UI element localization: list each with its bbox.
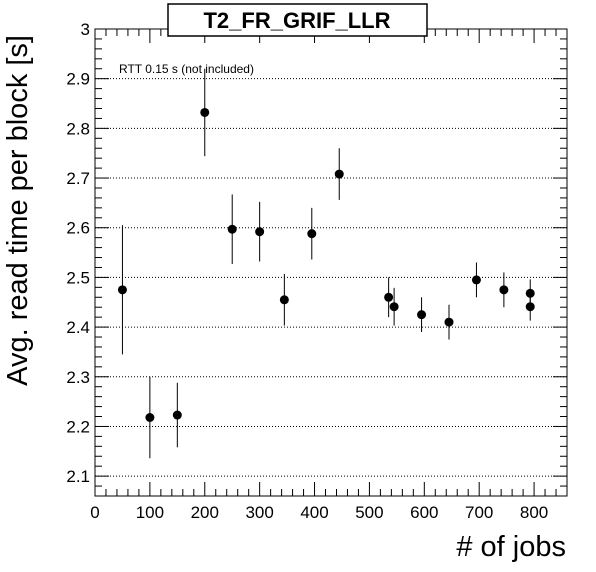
- y-tick-label: 2.1: [66, 467, 90, 486]
- data-point: [145, 413, 155, 423]
- data-point: [384, 292, 394, 302]
- data-point: [389, 302, 399, 312]
- y-tick-label: 2.7: [66, 169, 90, 188]
- y-tick-label: 2.9: [66, 70, 90, 89]
- x-tick-label: 500: [355, 503, 383, 522]
- y-tick-label: 3: [81, 20, 90, 39]
- data-point: [525, 302, 535, 312]
- data-point: [200, 107, 210, 117]
- data-point: [499, 285, 509, 295]
- y-tick-label: 2.8: [66, 119, 90, 138]
- data-point: [227, 224, 237, 234]
- y-tick-label: 2.2: [66, 417, 90, 436]
- gridlines: [95, 28, 567, 477]
- x-axis-title: # of jobs: [456, 531, 566, 563]
- data-point: [172, 410, 182, 420]
- data-point: [471, 275, 481, 285]
- data-point: [279, 295, 289, 305]
- y-tick-label: 2.6: [66, 219, 90, 238]
- x-tick-label: 0: [90, 503, 99, 522]
- x-tick-label: 400: [300, 503, 328, 522]
- data-point: [307, 229, 317, 239]
- data-point: [444, 317, 454, 327]
- y-axis-title: Avg. read time per block [s]: [2, 35, 34, 386]
- x-tick-label: 100: [136, 503, 164, 522]
- data-point: [417, 310, 427, 320]
- y-tick-label: 2.5: [66, 268, 90, 287]
- x-tick-label: 600: [410, 503, 438, 522]
- data-point: [117, 285, 127, 295]
- y-tick-label: 2.3: [66, 368, 90, 387]
- chart-title: T2_FR_GRIF_LLR: [203, 8, 390, 33]
- x-tick-label: 800: [520, 503, 548, 522]
- x-tick-label: 700: [465, 503, 493, 522]
- data-point: [255, 227, 265, 237]
- y-tick-label: 2.4: [66, 318, 90, 337]
- x-tick-label: 200: [191, 503, 219, 522]
- data-point: [334, 169, 344, 179]
- rtt-annotation: RTT 0.15 s (not included): [119, 62, 254, 76]
- data-points: [117, 68, 535, 459]
- title-box: [167, 3, 428, 37]
- x-tick-label: 300: [245, 503, 273, 522]
